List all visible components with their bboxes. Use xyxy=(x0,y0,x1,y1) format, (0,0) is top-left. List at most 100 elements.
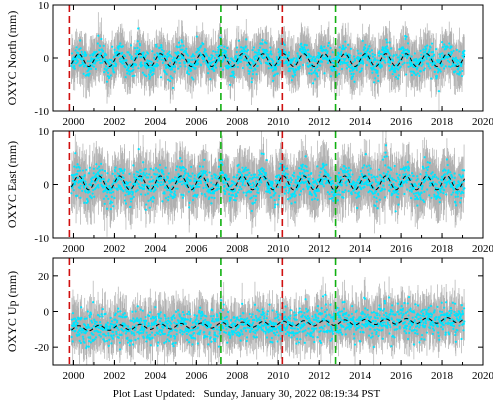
observation-point xyxy=(371,68,374,71)
observation-point xyxy=(141,175,144,178)
observation-point xyxy=(444,65,447,68)
observation-point xyxy=(332,57,335,60)
observation-point xyxy=(344,46,347,49)
observation-point xyxy=(270,53,273,56)
observation-point xyxy=(333,66,336,69)
observation-point xyxy=(318,53,322,56)
observation-point xyxy=(76,59,79,63)
observation-point xyxy=(374,58,377,61)
observation-point xyxy=(423,67,426,70)
observation-point xyxy=(101,168,104,172)
observation-point xyxy=(357,52,360,55)
observation-point xyxy=(277,60,280,63)
observation-point xyxy=(340,67,344,71)
observation-point xyxy=(275,56,278,59)
observation-point xyxy=(194,66,197,69)
observation-point xyxy=(120,178,123,181)
observation-point xyxy=(388,52,391,55)
observation-point xyxy=(208,67,211,71)
observation-point xyxy=(372,60,375,64)
observation-point xyxy=(419,70,422,73)
observation-point xyxy=(103,202,106,205)
observation-point xyxy=(347,43,350,46)
observation-point xyxy=(75,46,78,49)
observation-point xyxy=(85,53,88,56)
observation-point xyxy=(363,47,367,50)
observation-point xyxy=(104,189,107,192)
observation-point xyxy=(276,72,279,75)
observation-point xyxy=(331,69,334,72)
observation-point xyxy=(410,61,413,64)
observation-point xyxy=(123,199,127,202)
observation-point xyxy=(301,63,305,67)
observation-point xyxy=(144,54,148,57)
observation-point xyxy=(385,45,389,48)
observation-point xyxy=(215,53,218,56)
observation-point xyxy=(105,185,108,188)
observation-point xyxy=(371,55,375,58)
observation-point xyxy=(397,68,400,71)
observation-point xyxy=(349,58,352,61)
observation-point xyxy=(148,66,151,69)
observation-point xyxy=(439,70,442,73)
observation-point xyxy=(111,172,114,175)
observation-point xyxy=(427,50,431,53)
observation-point xyxy=(357,63,360,66)
x-tick-label: 2004 xyxy=(144,116,167,128)
observation-point xyxy=(121,51,124,55)
observation-point xyxy=(332,61,335,64)
observation-point xyxy=(112,190,115,194)
observation-point xyxy=(212,50,215,53)
observation-point xyxy=(288,67,291,70)
observation-point xyxy=(78,169,81,172)
observation-point xyxy=(73,183,77,186)
observation-point xyxy=(239,60,242,63)
observation-point xyxy=(436,71,440,74)
observation-point xyxy=(388,69,391,72)
observation-point xyxy=(182,44,185,47)
observation-point xyxy=(208,58,211,61)
observation-point xyxy=(133,176,136,179)
observation-point xyxy=(384,61,387,64)
observation-point xyxy=(135,50,138,53)
observation-point xyxy=(254,68,257,71)
observation-point xyxy=(345,67,348,70)
observation-point xyxy=(81,52,84,56)
observation-point xyxy=(186,70,189,73)
observation-point xyxy=(392,54,396,57)
observation-point xyxy=(247,55,250,58)
observation-point xyxy=(252,60,255,63)
observation-point xyxy=(179,62,182,65)
observation-point xyxy=(108,202,112,205)
observation-point xyxy=(413,52,417,55)
observation-point xyxy=(104,65,108,68)
observation-point xyxy=(112,55,116,59)
observation-point xyxy=(441,52,444,55)
observation-point xyxy=(395,67,398,70)
observation-point xyxy=(113,71,116,74)
observation-point xyxy=(94,186,98,189)
observation-point xyxy=(403,55,407,58)
observation-point xyxy=(140,64,144,67)
observation-point xyxy=(156,64,160,67)
observation-point xyxy=(139,172,142,176)
observation-point xyxy=(307,65,310,68)
observation-point xyxy=(110,195,113,198)
observation-point xyxy=(170,68,174,71)
observation-point xyxy=(346,61,349,64)
observation-point xyxy=(129,205,132,208)
observation-point xyxy=(140,177,144,180)
observation-point xyxy=(76,176,80,179)
observation-point xyxy=(86,200,89,203)
observation-point xyxy=(160,58,163,61)
observation-point xyxy=(114,166,117,169)
observation-point xyxy=(169,75,172,78)
observation-point xyxy=(186,71,189,75)
observation-point xyxy=(96,42,99,45)
observation-point xyxy=(311,82,315,85)
observation-point xyxy=(124,66,127,69)
observation-point xyxy=(310,72,313,75)
observation-point xyxy=(118,177,121,180)
observation-point xyxy=(99,55,102,59)
